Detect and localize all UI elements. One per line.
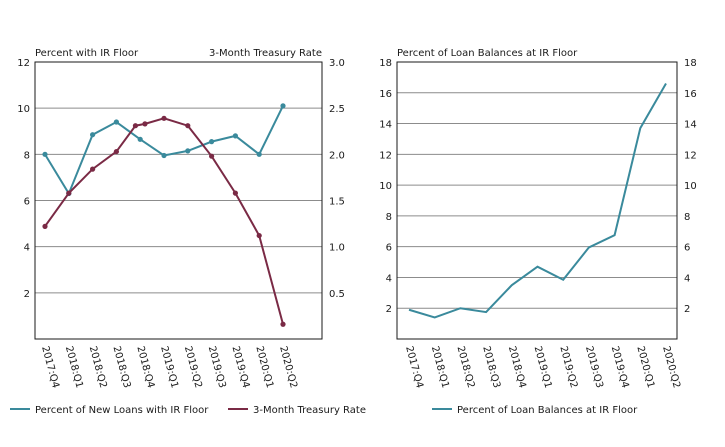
left-y-tick-label: 12: [17, 58, 30, 69]
x-tick-label: 2018:Q1: [429, 345, 451, 389]
x-tick-label: 2018:Q3: [111, 345, 133, 389]
right-y-tick-label: 0.5: [329, 289, 345, 300]
y-tick-label: 18: [379, 58, 392, 69]
left-chart-x-axis-ticks: 2017:Q4 2018:Q1 2018:Q2 2018:Q3 2018:Q4 2019:…: [39, 345, 299, 389]
left-y-tick-label: 8: [24, 150, 30, 161]
legend-label-loan-balances: Percent of Loan Balances at IR Floor: [457, 405, 638, 416]
y-tick-label-right: 18: [684, 58, 697, 69]
y-tick-label: 16: [379, 89, 392, 100]
left-y-tick-label: 2: [24, 289, 30, 300]
left-y-tick-label: 6: [24, 197, 30, 208]
y-tick-label: 14: [379, 120, 392, 131]
left-y-tick-label: 4: [24, 243, 30, 254]
left-chart-left-axis-ticks: 2 4 6 8 10 12: [17, 58, 30, 300]
left-y-tick-label: 10: [17, 104, 30, 115]
point-new-loans: [185, 148, 191, 154]
series-line-treasury: [44, 117, 284, 325]
y-tick-label: 10: [379, 181, 392, 192]
y-tick-label-right: 16: [684, 89, 697, 100]
y-tick-label: 12: [379, 150, 392, 161]
x-tick-label: 2019:Q3: [583, 345, 605, 389]
point-new-loans: [232, 133, 238, 139]
point-treasury: [42, 223, 48, 229]
point-treasury: [142, 121, 148, 127]
point-treasury: [232, 190, 238, 196]
point-new-loans: [90, 132, 96, 138]
y-tick-label-right: 12: [684, 150, 697, 161]
x-tick-label: 2017:Q4: [39, 345, 61, 389]
series-line-loan-balances: [408, 83, 667, 319]
left-chart-series: [42, 103, 286, 327]
point-new-loans: [113, 119, 119, 125]
legend-label-treasury: 3-Month Treasury Rate: [253, 405, 366, 416]
point-treasury: [185, 123, 191, 129]
x-tick-label: 2018:Q2: [87, 345, 109, 389]
x-tick-label: 2018:Q3: [480, 345, 502, 389]
x-tick-label: 2020:Q1: [634, 345, 656, 389]
left-chart-right-axis-ticks: 0.5 1.0 1.5 2.0 2.5 3.0: [329, 58, 345, 300]
y-tick-label-right: 8: [684, 212, 690, 223]
y-tick-label-right: 10: [684, 181, 697, 192]
y-tick-label-right: 14: [684, 120, 697, 131]
x-tick-label: 2020:Q2: [660, 345, 682, 389]
y-tick-label: 2: [386, 304, 392, 315]
y-tick-label: 4: [386, 273, 392, 284]
right-y-tick-label: 2.5: [329, 104, 345, 115]
point-new-loans: [209, 139, 215, 145]
right-chart-gridlines: [397, 61, 677, 309]
y-tick-label: 8: [386, 212, 392, 223]
x-tick-label: 2020:Q2: [277, 345, 299, 389]
point-treasury: [66, 190, 72, 196]
y-tick-label-right: 2: [684, 304, 690, 315]
point-new-loans: [42, 151, 48, 157]
point-treasury: [132, 123, 139, 129]
x-tick-label: 2018:Q2: [455, 345, 477, 389]
left-chart-plot-frame: [34, 61, 323, 340]
right-y-tick-label: 1.5: [329, 197, 345, 208]
x-tick-label: 2018:Q4: [506, 345, 528, 389]
point-treasury: [161, 115, 167, 121]
y-tick-label-right: 4: [684, 273, 690, 284]
left-chart-title: Percent with IR Floor: [35, 48, 139, 59]
x-tick-label: 2018:Q1: [63, 345, 85, 389]
point-treasury: [256, 232, 262, 239]
point-treasury: [90, 166, 96, 172]
point-new-loans: [256, 151, 262, 157]
point-new-loans: [280, 103, 286, 109]
point-new-loans: [161, 152, 167, 159]
right-y-tick-label: 3.0: [329, 58, 345, 69]
x-tick-label: 2017:Q4: [403, 345, 425, 389]
x-tick-label: 2018:Q4: [134, 345, 156, 389]
left-chart-legend: Percent of New Loans with IR Floor 3-Mon…: [10, 405, 366, 416]
right-chart-plot-frame: [396, 61, 678, 340]
right-y-tick-label: 2.0: [329, 150, 345, 161]
right-chart-title: Percent of Loan Balances at IR Floor: [397, 48, 578, 59]
right-chart-right-axis-ticks: 2 4 6 8 10 12 14 16 18: [684, 58, 697, 315]
right-y-tick-label: 1.0: [329, 243, 345, 254]
y-tick-label: 6: [386, 243, 392, 254]
y-tick-label-right: 6: [684, 243, 690, 254]
point-treasury: [280, 321, 286, 327]
x-tick-label: 2019:Q2: [182, 345, 204, 389]
x-tick-label: 2020:Q1: [253, 345, 275, 389]
legend-label-new-loans: Percent of New Loans with IR Floor: [35, 405, 209, 416]
x-tick-label: 2019:Q4: [230, 345, 252, 389]
right-chart-legend: Percent of Loan Balances at IR Floor: [432, 405, 638, 416]
right-chart-left-axis-ticks: 2 4 6 8 10 12 14 16 18: [379, 58, 392, 315]
right-chart-series: [408, 83, 667, 319]
x-tick-label: 2019:Q2: [557, 345, 579, 389]
x-tick-label: 2019:Q1: [158, 345, 180, 389]
point-new-loans: [137, 136, 143, 142]
x-tick-label: 2019:Q1: [532, 345, 554, 389]
x-tick-label: 2019:Q4: [609, 345, 631, 389]
x-tick-label: 2019:Q3: [206, 345, 228, 389]
point-treasury: [209, 153, 215, 159]
right-chart-x-axis-ticks: 2017:Q4 2018:Q1 2018:Q2 2018:Q3 2018:Q4 2019:…: [403, 345, 682, 389]
point-treasury: [113, 148, 119, 155]
left-chart-right-axis-title: 3-Month Treasury Rate: [209, 48, 322, 59]
left-chart-gridlines: [35, 61, 322, 294]
